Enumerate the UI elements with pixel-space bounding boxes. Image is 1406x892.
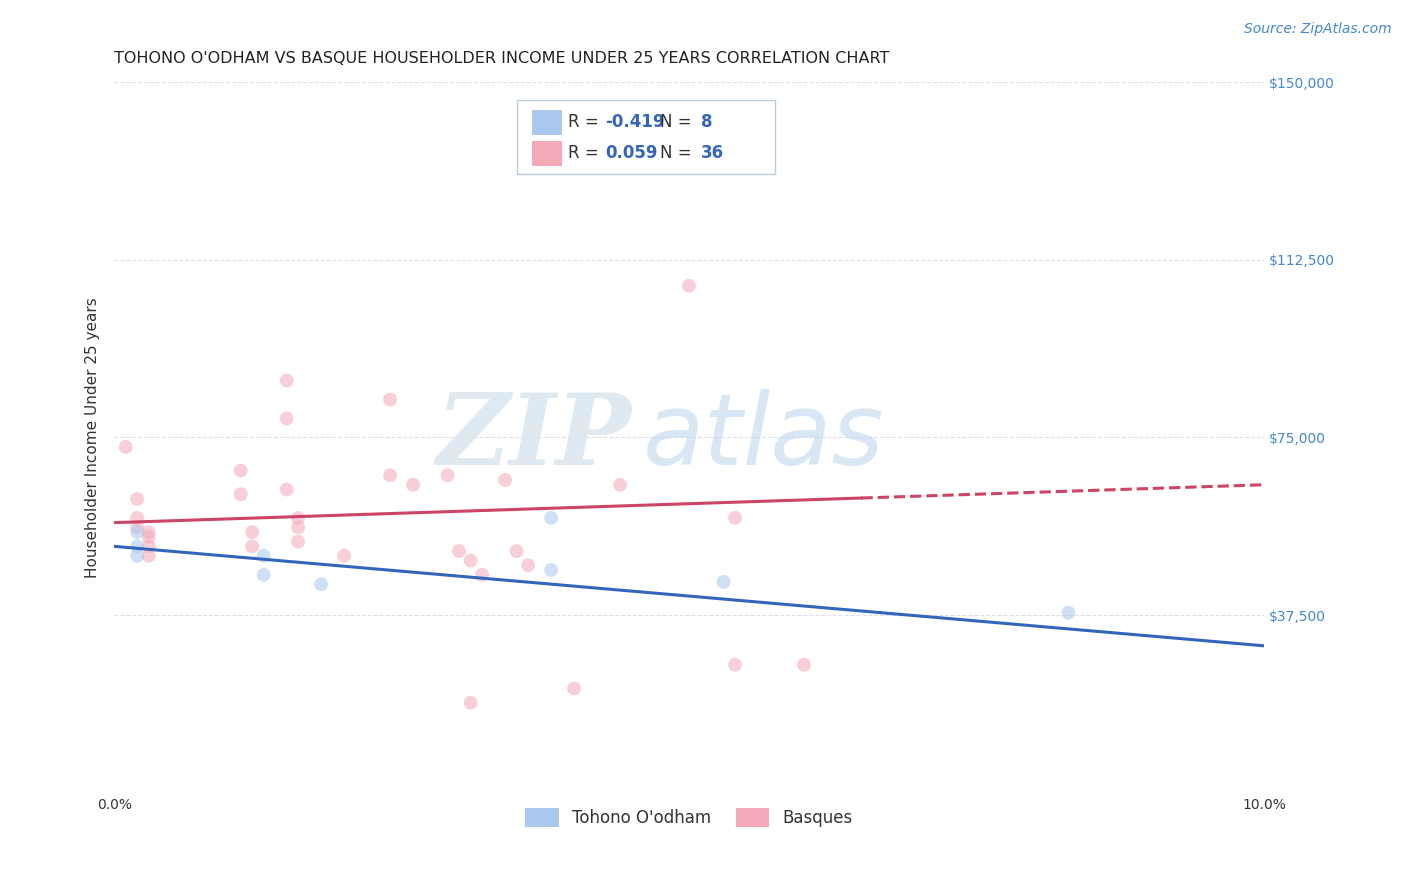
Point	[127, 520, 149, 534]
Point	[724, 657, 747, 672]
Text: ZIP: ZIP	[436, 389, 631, 485]
Text: N =: N =	[661, 112, 697, 130]
FancyBboxPatch shape	[516, 100, 775, 175]
Point	[287, 534, 309, 549]
Legend: Tohono O'odham, Basques: Tohono O'odham, Basques	[519, 802, 859, 834]
Point	[276, 374, 298, 388]
Point	[127, 539, 149, 553]
Point	[505, 544, 527, 558]
Point	[609, 477, 631, 491]
Point	[540, 563, 562, 577]
Point	[678, 278, 700, 293]
Point	[471, 567, 494, 582]
Text: Source: ZipAtlas.com: Source: ZipAtlas.com	[1244, 22, 1392, 37]
Point	[436, 468, 458, 483]
Point	[138, 530, 160, 544]
Point	[276, 411, 298, 425]
Point	[127, 525, 149, 540]
Point	[276, 483, 298, 497]
Point	[138, 549, 160, 563]
Point	[240, 539, 263, 553]
Text: -0.419: -0.419	[605, 112, 665, 130]
Text: R =: R =	[568, 112, 605, 130]
FancyBboxPatch shape	[531, 110, 561, 134]
Point	[378, 468, 401, 483]
Point	[114, 440, 136, 454]
Point	[402, 477, 425, 491]
Text: 36: 36	[700, 144, 724, 161]
Text: 8: 8	[700, 112, 711, 130]
Point	[713, 574, 735, 589]
Point	[562, 681, 585, 696]
Point	[449, 544, 471, 558]
Point	[253, 567, 276, 582]
Point	[240, 525, 263, 540]
Point	[1057, 606, 1080, 620]
Point	[253, 549, 276, 563]
Y-axis label: Householder Income Under 25 years: Householder Income Under 25 years	[86, 297, 100, 578]
Text: 0.059: 0.059	[605, 144, 658, 161]
Point	[309, 577, 332, 591]
Point	[460, 553, 482, 567]
Point	[229, 464, 252, 478]
Text: TOHONO O'ODHAM VS BASQUE HOUSEHOLDER INCOME UNDER 25 YEARS CORRELATION CHART: TOHONO O'ODHAM VS BASQUE HOUSEHOLDER INC…	[114, 51, 890, 66]
Point	[127, 491, 149, 506]
Text: atlas: atlas	[643, 389, 884, 486]
Point	[540, 511, 562, 525]
Text: R =: R =	[568, 144, 605, 161]
Point	[494, 473, 516, 487]
Point	[378, 392, 401, 407]
Point	[460, 696, 482, 710]
Point	[138, 539, 160, 553]
FancyBboxPatch shape	[531, 141, 561, 165]
Point	[229, 487, 252, 501]
Point	[333, 549, 356, 563]
Point	[724, 511, 747, 525]
Point	[138, 525, 160, 540]
Point	[517, 558, 540, 573]
Text: N =: N =	[661, 144, 697, 161]
Point	[287, 511, 309, 525]
Point	[127, 549, 149, 563]
Point	[127, 511, 149, 525]
Point	[793, 657, 815, 672]
Point	[287, 520, 309, 534]
